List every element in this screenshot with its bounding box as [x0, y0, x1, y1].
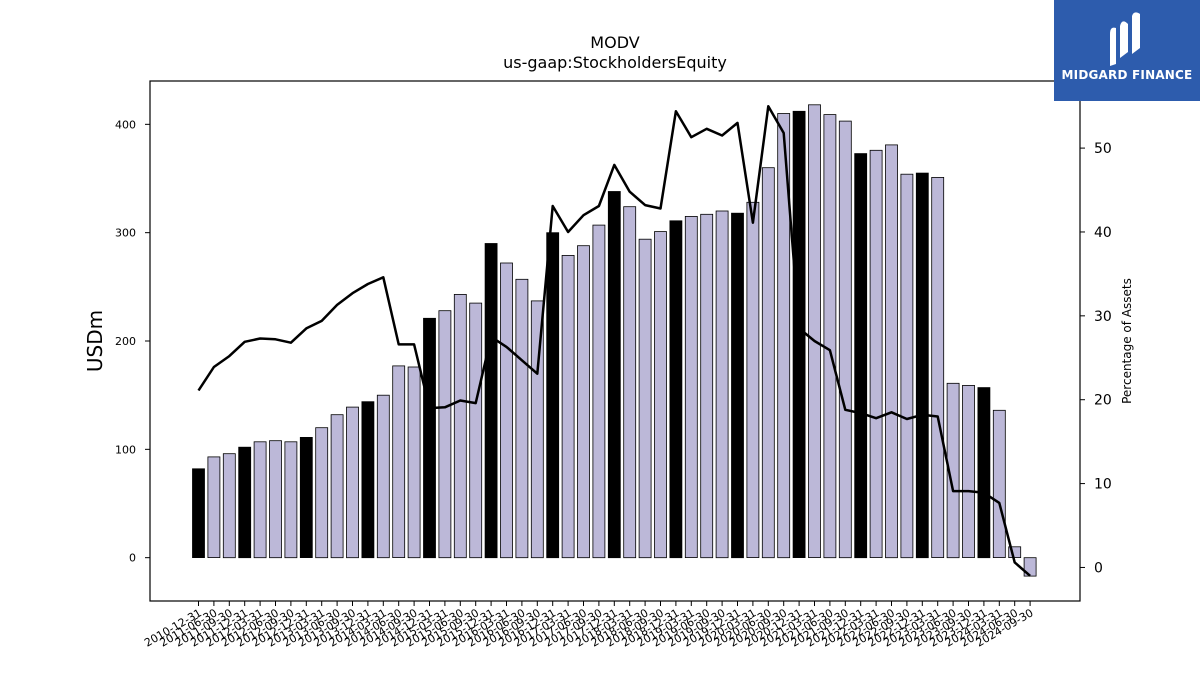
- chart-subtitle: us-gaap:StockholdersEquity: [503, 53, 727, 72]
- bar: [900, 173, 914, 559]
- y-right-tick-label: 30: [1094, 309, 1112, 325]
- bar: [515, 278, 529, 559]
- bar: [330, 414, 344, 559]
- bar: [392, 365, 406, 558]
- percentage-line-series: [197, 104, 1031, 577]
- bar: [915, 172, 929, 559]
- y-tick-label: 400: [115, 118, 136, 131]
- bar: [623, 206, 637, 559]
- bar: [253, 441, 267, 559]
- bar: [376, 394, 390, 559]
- bar: [992, 409, 1006, 558]
- y-axis-label-right: Percentage of Assets: [1120, 278, 1134, 404]
- bar: [484, 243, 498, 559]
- y-axis-right-ticks: 0 10 20 30 40 50: [1080, 141, 1112, 576]
- bar: [638, 238, 652, 559]
- y-axis-left-ticks: 0 100 200 300 400: [115, 118, 150, 565]
- y-right-tick-label: 40: [1094, 225, 1112, 241]
- bar: [854, 153, 868, 559]
- bar: [453, 293, 467, 559]
- bar: [838, 120, 852, 559]
- percentage-line: [197, 104, 1031, 577]
- bar: [530, 300, 544, 559]
- bar: [715, 210, 729, 559]
- bar: [823, 114, 837, 559]
- y-right-tick-label: 0: [1094, 560, 1103, 576]
- bar: [808, 104, 821, 558]
- bar: [500, 262, 513, 559]
- bar: [684, 215, 698, 559]
- bar: [207, 456, 221, 558]
- bar: [777, 113, 791, 559]
- bar: [299, 436, 313, 558]
- chart-title: MODV: [590, 33, 639, 52]
- bar: [592, 224, 606, 559]
- bar: [315, 427, 329, 559]
- bar: [792, 110, 806, 558]
- bar: [407, 366, 421, 559]
- bar: [269, 440, 282, 559]
- y-tick-label: 200: [115, 335, 136, 348]
- y-right-tick-label: 50: [1094, 141, 1112, 157]
- bar: [438, 310, 452, 559]
- logo-text: MIDGARD FINANCE: [1061, 68, 1193, 82]
- y-tick-label: 100: [115, 443, 136, 456]
- bar: [731, 212, 744, 559]
- midgard-finance-logo: MIDGARD FINANCE: [1054, 0, 1200, 101]
- y-axis-label-left: USDm: [83, 310, 107, 372]
- bar: [761, 167, 775, 559]
- bar: [607, 191, 621, 559]
- bar: [977, 387, 991, 559]
- y-right-tick-label: 10: [1094, 477, 1112, 493]
- bar: [654, 231, 667, 559]
- bar: [931, 176, 945, 559]
- x-axis-ticks: 2010-12-312011-06-302011-09-302011-12-31…: [142, 601, 1036, 650]
- bar: [222, 453, 236, 559]
- y-tick-label: 0: [129, 552, 136, 565]
- bar: [700, 213, 714, 559]
- bar: [746, 201, 760, 558]
- y-tick-label: 300: [115, 227, 136, 240]
- bar: [577, 245, 590, 559]
- y-right-tick-label: 20: [1094, 393, 1112, 409]
- logo-mark-icon: [1110, 12, 1140, 67]
- bar: [469, 302, 483, 559]
- bar: [346, 406, 359, 559]
- bar: [284, 441, 298, 559]
- bar: [1023, 557, 1037, 577]
- bar: [546, 232, 560, 559]
- bar: [946, 382, 960, 559]
- bar-series: [192, 104, 1037, 577]
- bar: [885, 144, 898, 559]
- bar: [361, 401, 375, 559]
- bar: [869, 149, 883, 558]
- bar: [192, 468, 205, 558]
- bar: [962, 384, 975, 558]
- bar: [423, 317, 436, 559]
- bar: [238, 446, 252, 559]
- bar: [561, 254, 575, 559]
- bar: [669, 220, 683, 559]
